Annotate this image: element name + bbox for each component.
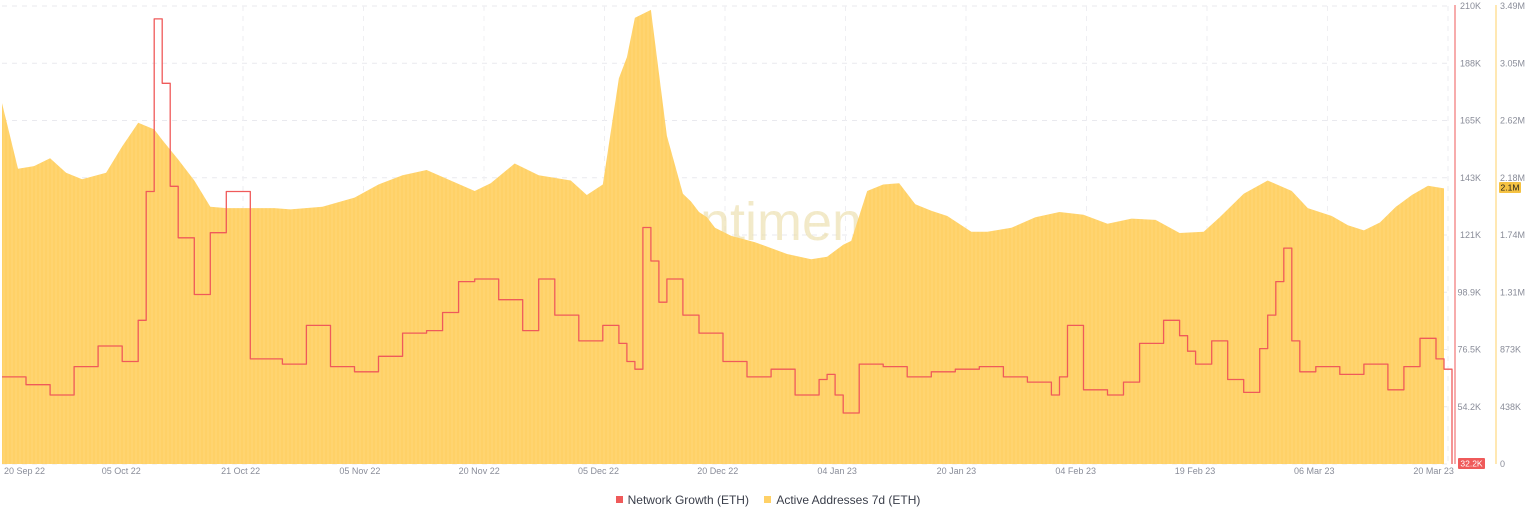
x-tick-label: 20 Nov 22 [459,466,500,476]
current-network-growth-badge: 32.2K [1458,458,1485,469]
legend-item-active-addresses[interactable]: Active Addresses 7d (ETH) [764,493,920,507]
left-tick-label: 188K [1460,58,1481,68]
active-addresses-bar-texture [3,10,1441,464]
x-tick-label: 21 Oct 22 [221,466,260,476]
left-tick-label: 210K [1460,1,1481,11]
left-tick-label: 165K [1460,116,1481,126]
x-tick-label: 20 Sep 22 [4,466,45,476]
legend-swatch-network-growth [615,496,623,503]
x-tick-label: 04 Jan 23 [817,466,857,476]
network-growth-series [2,18,1453,464]
left-axis-ticks: 210K 188K 165K 143K 121K 98.9K 76.5K 54.2K [1457,1,1481,412]
legend: Network Growth (ETH) Active Addresses 7d… [0,492,1536,507]
left-tick-label: 54.2K [1457,402,1481,412]
x-tick-label: 04 Feb 23 [1055,466,1096,476]
right-tick-label: 1.31M [1500,287,1525,297]
x-tick-label: 05 Dec 22 [578,466,619,476]
x-axis-ticks: 20 Sep 22 05 Oct 22 21 Oct 22 05 Nov 22 20 N… [4,466,1454,476]
left-tick-label: 76.5K [1457,345,1481,355]
right-tick-label: 0 [1500,459,1505,469]
left-tick-label: 121K [1460,230,1481,240]
right-tick-label: 2.62M [1500,116,1525,126]
right-tick-label: 1.74M [1500,230,1525,240]
x-tick-label: 19 Feb 23 [1175,466,1216,476]
right-tick-label: 3.49M [1500,1,1525,11]
legend-swatch-active-addresses [764,496,772,503]
right-tick-label: 3.05M [1500,58,1525,68]
x-tick-label: 06 Mar 23 [1294,466,1335,476]
x-tick-label: 20 Jan 23 [937,466,977,476]
current-active-addresses-value: 2.1M [1501,183,1520,193]
right-axis-ticks: 3.49M 3.05M 2.62M 2.18M 1.74M 1.31M 873K 438K 0 [1500,1,1525,469]
legend-label-active-addresses: Active Addresses 7d (ETH) [776,492,921,507]
right-tick-label: 2.18M [1500,173,1525,183]
legend-item-network-growth[interactable]: Network Growth (ETH) [615,492,749,507]
active-addresses-series [2,9,1444,465]
x-tick-label: 05 Nov 22 [339,466,380,476]
right-tick-label: 873K [1500,345,1521,355]
right-tick-label: 438K [1500,402,1521,412]
legend-label-network-growth: Network Growth (ETH) [627,492,749,507]
left-tick-label: 143K [1460,173,1481,183]
current-active-addresses-badge: 2.1M [1499,182,1521,193]
x-tick-label: 20 Dec 22 [697,466,738,476]
x-tick-label: 05 Oct 22 [102,466,141,476]
left-tick-label: 98.9K [1457,287,1481,297]
x-tick-label: 20 Mar 23 [1413,466,1454,476]
network-growth-line [2,18,1453,464]
current-network-growth-value: 32.2K [1460,459,1483,469]
